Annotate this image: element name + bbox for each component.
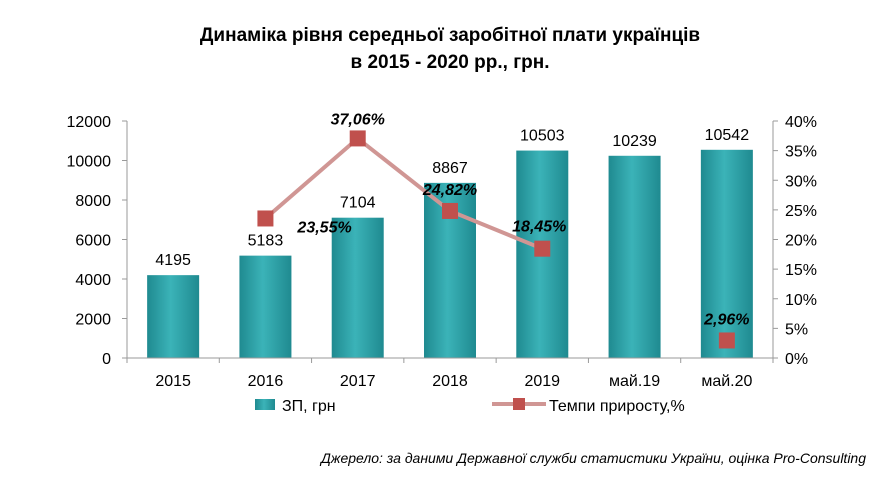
category-label: 2017 <box>340 373 376 390</box>
growth-marker <box>349 130 366 147</box>
left-tick-label: 10000 <box>67 154 112 171</box>
left-tick-label: 6000 <box>75 233 111 250</box>
category-axis: 2015 2016 2017 2018 2019 май.19 май.20 <box>126 357 774 390</box>
legend-swatch-bars <box>255 399 275 410</box>
bar <box>700 149 753 358</box>
legend-label-bars: ЗП, грн <box>282 398 336 415</box>
legend-swatch-marker <box>513 398 525 410</box>
legend-label-line: Темпи приросту,% <box>549 398 685 415</box>
left-tick-label: 12000 <box>67 114 112 131</box>
bar <box>147 275 200 358</box>
source-note: Джерело: за даними Державної служби стат… <box>319 450 866 466</box>
growth-line <box>264 136 544 251</box>
right-tick-label: 30% <box>785 173 817 190</box>
right-tick-label: 35% <box>785 144 817 161</box>
growth-marker <box>534 240 551 257</box>
growth-marker <box>442 202 458 219</box>
line-series: 23,55% 37,06% 24,82% 18,45% 2,96% <box>257 111 750 349</box>
bar-value-label: 10239 <box>612 133 657 150</box>
bar-value-label: 7104 <box>340 195 376 212</box>
growth-value-label: 37,06% <box>331 111 385 128</box>
left-tick-label: 8000 <box>75 193 111 210</box>
chart-title-line-1: Динаміка рівня середньої заробітної плат… <box>200 25 700 46</box>
right-tick-label: 10% <box>785 292 817 309</box>
growth-marker <box>257 210 274 227</box>
growth-value-label: 18,45% <box>512 219 566 236</box>
bar-value-label: 5183 <box>248 233 284 250</box>
category-label: май.20 <box>701 373 752 390</box>
bar <box>608 155 661 358</box>
bar <box>239 255 292 358</box>
bar-value-label: 10542 <box>705 127 750 144</box>
growth-value-label: 23,55% <box>296 219 351 236</box>
bar-value-label: 10503 <box>520 128 565 145</box>
right-y-axis: 0% 5% 10% 15% 20% 25% 30% 35% 40% <box>772 114 817 368</box>
bar-value-label: 4195 <box>155 252 191 269</box>
right-tick-label: 25% <box>785 203 817 220</box>
growth-value-label: 24,82% <box>422 182 477 199</box>
category-label: 2018 <box>432 373 468 390</box>
bar-series: 4195 5183 7104 8867 10503 10239 10542 <box>147 127 753 358</box>
left-tick-label: 0 <box>102 351 111 368</box>
left-tick-label: 2000 <box>75 312 111 329</box>
category-label: май.19 <box>609 373 660 390</box>
growth-marker <box>718 332 735 349</box>
bar-value-label: 8867 <box>432 160 468 177</box>
category-label: 2015 <box>155 373 191 390</box>
chart-title-line-2: в 2015 - 2020 рр., грн. <box>351 52 550 73</box>
legend: ЗП, грн Темпи приросту,% <box>255 398 685 415</box>
growth-value-label: 2,96% <box>703 311 749 328</box>
category-label: 2019 <box>524 373 560 390</box>
right-tick-label: 20% <box>785 233 817 250</box>
right-tick-label: 5% <box>785 321 808 338</box>
right-tick-label: 15% <box>785 262 817 279</box>
category-label: 2016 <box>248 373 284 390</box>
bar <box>331 217 384 358</box>
right-tick-label: 40% <box>785 114 817 131</box>
left-y-axis: 0 2000 4000 6000 8000 10000 12000 <box>67 114 128 368</box>
left-tick-label: 4000 <box>75 272 111 289</box>
right-tick-label: 0% <box>785 351 808 368</box>
